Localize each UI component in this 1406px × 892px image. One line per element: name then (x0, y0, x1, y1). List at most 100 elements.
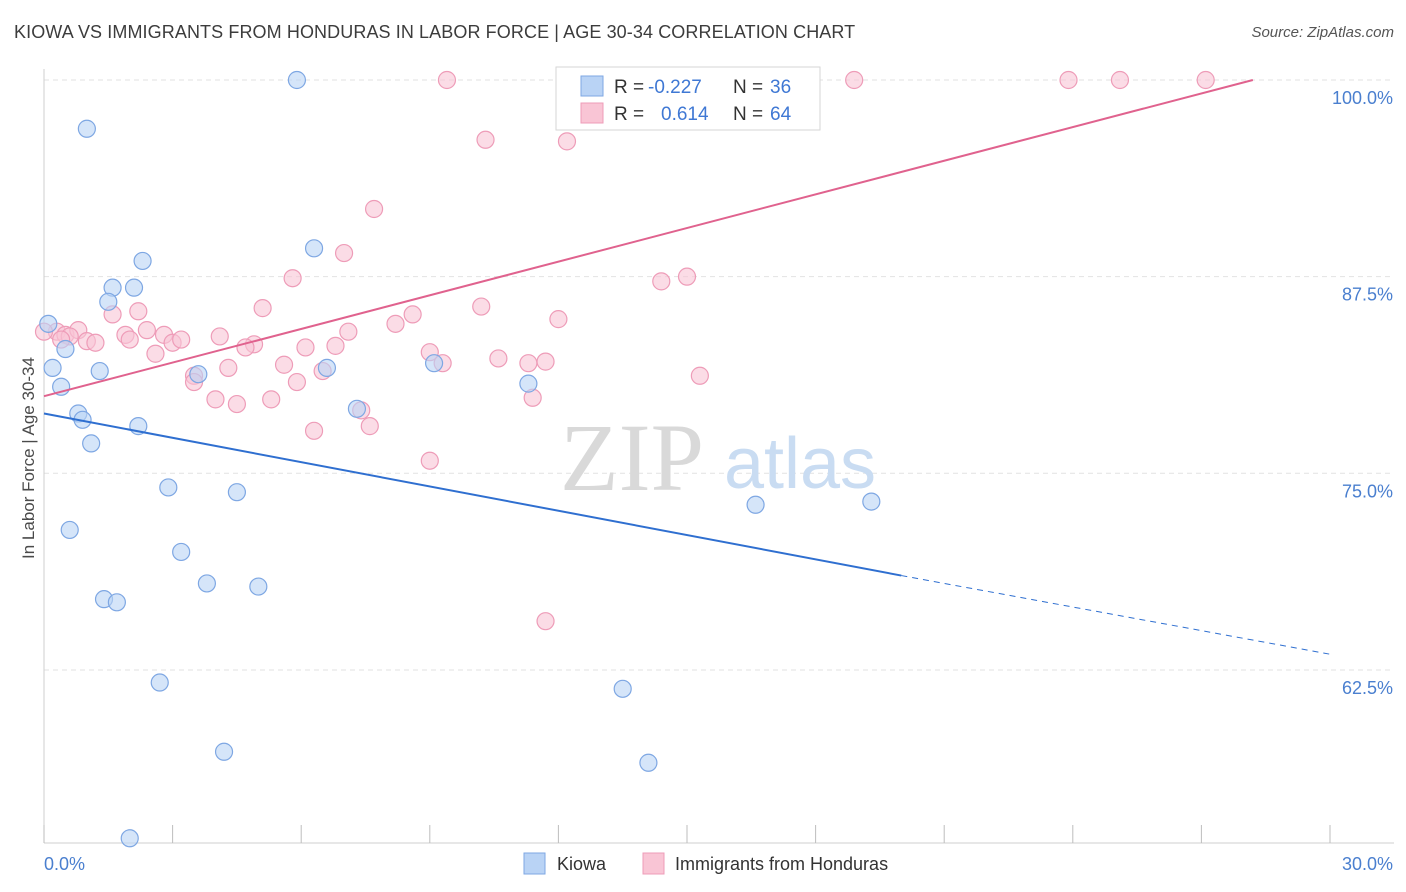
honduras-point (253, 299, 272, 318)
honduras-point (1196, 70, 1215, 90)
honduras-point (1059, 70, 1078, 90)
honduras-point (437, 70, 457, 90)
kiowa-trend-line (43, 412, 902, 577)
kiowa-point (82, 434, 101, 453)
kiowa-point (60, 520, 79, 540)
honduras-point (283, 269, 302, 288)
honduras-point (274, 355, 294, 374)
chart-title: KIOWA VS IMMIGRANTS FROM HONDURAS IN LAB… (14, 22, 856, 42)
honduras-point (129, 302, 148, 321)
honduras-point (326, 336, 345, 355)
honduras-point (472, 297, 491, 316)
honduras-point (304, 421, 324, 440)
legend-r-label-2: R = (614, 104, 644, 125)
y-tick-label: 75.0% (1342, 481, 1393, 501)
legend-r-label-1: R = (614, 77, 644, 98)
kiowa-point (746, 495, 765, 514)
legend-n-label-2: N = (733, 104, 763, 125)
source-label: Source: ZipAtlas.com (1251, 24, 1394, 41)
bottom-legend-honduras: Immigrants from Honduras (675, 854, 888, 874)
honduras-point (262, 390, 281, 409)
kiowa-trend-extension (901, 575, 1331, 655)
honduras-point (219, 358, 238, 377)
honduras-point (206, 390, 225, 409)
kiowa-point (107, 593, 126, 612)
kiowa-point (133, 251, 152, 271)
kiowa-point (519, 374, 538, 393)
kiowa-point (159, 478, 178, 497)
honduras-point (549, 310, 568, 329)
honduras-point (339, 322, 358, 341)
legend-r-value-2: 0.614 (661, 104, 709, 125)
honduras-point (210, 327, 229, 346)
grid-lines (44, 79, 1394, 671)
kiowa-point (197, 574, 216, 593)
kiowa-point (90, 361, 109, 381)
kiowa-point (639, 753, 658, 772)
kiowa-point (189, 365, 208, 384)
honduras-point (677, 267, 697, 286)
kiowa-point (347, 399, 367, 418)
honduras-point (287, 372, 307, 392)
kiowa-point (613, 679, 632, 698)
kiowa-point (227, 483, 246, 502)
watermark-zip: ZIP (560, 404, 704, 511)
kiowa-point (99, 292, 118, 311)
kiowa-point (39, 314, 58, 333)
kiowa-point (287, 70, 307, 90)
honduras-trend-line (43, 79, 1254, 398)
x-tick-label: 30.0% (1342, 854, 1393, 874)
legend-n-label-1: N = (733, 77, 763, 98)
bottom-legend-kiowa: Kiowa (557, 854, 607, 874)
kiowa-point (214, 742, 234, 761)
honduras-point (536, 612, 555, 631)
kiowa-point (43, 358, 62, 377)
honduras-point (296, 338, 315, 357)
legend-swatch-honduras (580, 102, 604, 124)
y-tick-label: 87.5% (1342, 285, 1393, 305)
honduras-point (519, 354, 538, 373)
honduras-point (137, 321, 156, 340)
honduras-point (120, 330, 139, 349)
honduras-point (172, 330, 191, 349)
kiowa-point (172, 542, 191, 562)
honduras-point (690, 366, 709, 385)
x-tick-label: 0.0% (44, 854, 85, 874)
bottom-legend-swatch-honduras (642, 852, 665, 875)
kiowa-point (317, 358, 337, 377)
watermark-atlas: atlas (724, 424, 876, 504)
honduras-point (1110, 70, 1130, 90)
kiowa-point (56, 339, 75, 359)
kiowa-point (424, 354, 444, 373)
honduras-point (146, 344, 165, 363)
honduras-point (86, 333, 105, 352)
honduras-point (360, 417, 379, 436)
legend-n-value-1: 36 (770, 77, 791, 98)
honduras-point (652, 272, 671, 291)
honduras-point (845, 70, 864, 90)
series-legend: Kiowa Immigrants from Honduras (523, 852, 888, 875)
kiowa-point (249, 577, 268, 596)
legend-r-value-1: -0.227 (648, 77, 702, 98)
trend-lines (43, 79, 1331, 655)
honduras-point (557, 132, 577, 151)
y-tick-label: 62.5% (1342, 678, 1393, 698)
legend-n-value-2: 64 (770, 104, 792, 125)
honduras-point (334, 243, 354, 263)
honduras-point (227, 394, 246, 414)
kiowa-point (77, 119, 96, 138)
tick-labels: 62.5% 75.0% 87.5% 100.0% 0.0% 30.0% (44, 88, 1393, 874)
kiowa-point (150, 673, 169, 692)
kiowa-point (304, 239, 324, 258)
honduras-point (476, 130, 495, 149)
honduras-point (403, 305, 422, 324)
legend-swatch-kiowa (580, 75, 604, 97)
kiowa-point (124, 278, 144, 297)
y-axis-label: In Labor Force | Age 30-34 (19, 357, 38, 559)
bottom-legend-swatch-kiowa (523, 852, 546, 875)
honduras-point (364, 199, 384, 219)
axes (43, 69, 1394, 844)
honduras-point (489, 349, 508, 368)
stats-legend: R = -0.227 N = 36 R = 0.614 N = 64 (555, 66, 821, 131)
